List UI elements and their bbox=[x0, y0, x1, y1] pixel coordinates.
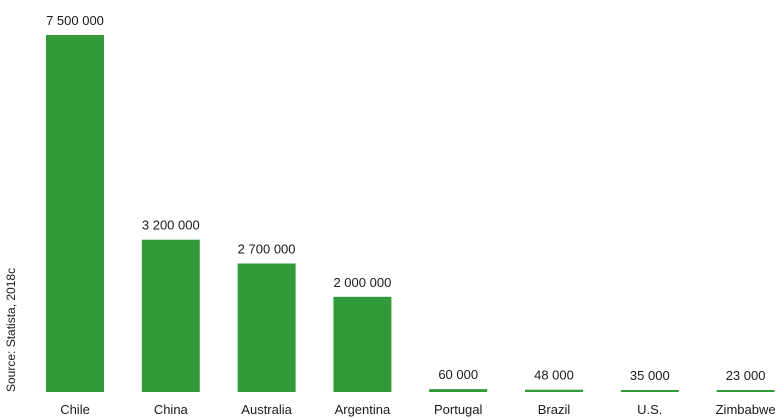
value-label: 48 000 bbox=[534, 368, 574, 383]
category-label: Brazil bbox=[538, 402, 571, 417]
category-label: Argentina bbox=[335, 402, 391, 417]
category-label: Zimbabwe bbox=[716, 402, 776, 417]
value-label: 7 500 000 bbox=[46, 13, 104, 28]
bar-australia bbox=[237, 263, 296, 392]
bars-group bbox=[46, 35, 775, 392]
category-label: U.S. bbox=[637, 402, 662, 417]
value-label: 3 200 000 bbox=[142, 218, 200, 233]
bar-portugal bbox=[429, 389, 488, 392]
value-label: 35 000 bbox=[630, 368, 670, 383]
bar-chile bbox=[46, 35, 104, 392]
value-label: 2 000 000 bbox=[333, 275, 391, 290]
category-label: Australia bbox=[241, 402, 292, 417]
value-label: 60 000 bbox=[438, 367, 478, 382]
category-label: China bbox=[154, 402, 189, 417]
source-label: Source: Statista, 2018c bbox=[4, 268, 18, 392]
category-label: Chile bbox=[60, 402, 90, 417]
bar-argentina bbox=[333, 296, 392, 392]
bar-brazil bbox=[525, 389, 583, 392]
category-label: Portugal bbox=[434, 402, 483, 417]
value-label: 23 000 bbox=[726, 368, 766, 383]
category-labels-group: Chile China Australia Argentina Portugal Braz… bbox=[60, 402, 775, 417]
value-labels-group: 7 500 000 3 200 000 2 700 000 2 000 000 60 0… bbox=[46, 13, 765, 383]
value-label: 2 700 000 bbox=[238, 242, 296, 257]
bar-china bbox=[141, 239, 200, 392]
bar-u-s bbox=[620, 390, 679, 392]
bar-zimbabwe bbox=[716, 390, 775, 392]
